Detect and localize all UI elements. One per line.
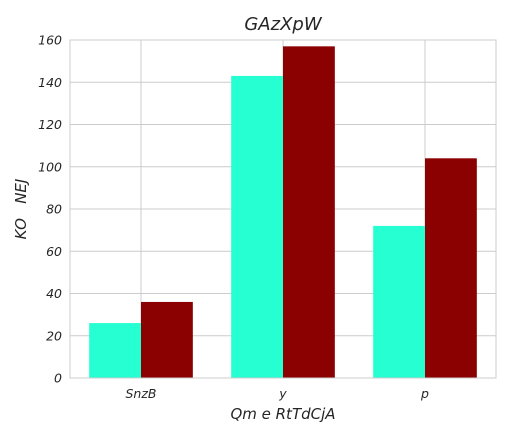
x-tick-label: SnzB (126, 386, 157, 401)
bar-series-1-y (231, 75, 283, 378)
y-tick-label: 120 (38, 117, 62, 132)
bar-series-2-snzb (141, 301, 193, 378)
bar-series-2-p (425, 158, 477, 378)
y-tick-label: 60 (46, 244, 62, 259)
bars-layer (89, 46, 477, 379)
y-tick-label: 80 (46, 202, 62, 217)
bar-series-2-y (283, 46, 335, 379)
y-tick-label: 160 (38, 33, 62, 48)
chart-title: GAzXpW (244, 14, 322, 35)
bar-series-1-p (373, 225, 425, 378)
y-tick-label: 40 (46, 286, 62, 301)
x-tick-labels: SnzB y p (126, 386, 430, 401)
y-tick-label: 100 (38, 159, 62, 174)
x-tick-label: p (420, 386, 429, 401)
y-tick-labels: 0 20 40 60 80 100 120 140 160 (38, 33, 62, 386)
x-tick-label: y (278, 386, 287, 401)
y-axis-label: KO NEJ (12, 179, 30, 240)
plot-frame (69, 39, 497, 379)
bar-series-1-snzb (89, 323, 141, 378)
y-tick-label: 140 (38, 75, 62, 90)
y-tick-label: 20 (46, 328, 62, 343)
x-axis-label: Qm e RtTdCjA (230, 405, 335, 423)
y-tick-label: 0 (54, 371, 62, 386)
